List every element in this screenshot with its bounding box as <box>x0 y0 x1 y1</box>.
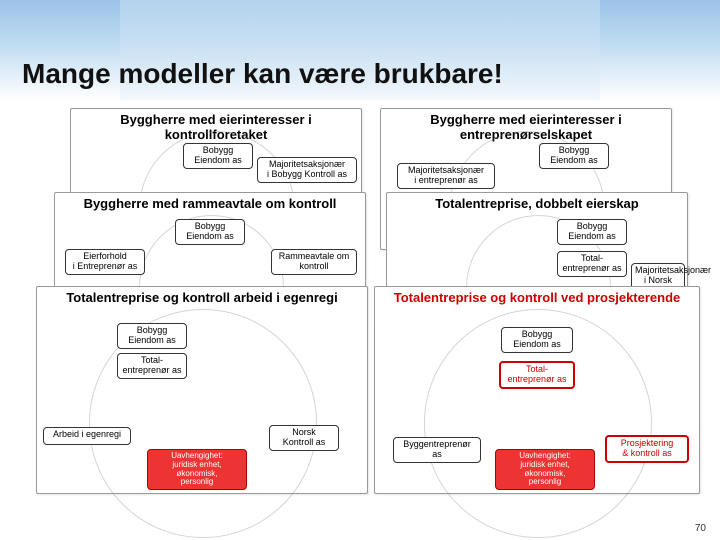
diagram-panel-p6: Totalentreprise og kontroll ved prosjekt… <box>374 286 700 494</box>
diagram-node: BobyggEiendom as <box>539 143 609 169</box>
diagram-node: Rammeavtale omkontroll <box>271 249 357 275</box>
diagram-node: Uavhengighet:juridisk enhet,økonomisk,pe… <box>147 449 247 490</box>
diagram-node: Byggentreprenøras <box>393 437 481 463</box>
header-stripe <box>540 0 600 100</box>
panel-title: Byggherre med rammeavtale om kontroll <box>55 193 365 214</box>
diagram-node: BobyggEiendom as <box>557 219 627 245</box>
page-title: Mange modeller kan være brukbare! <box>22 58 503 90</box>
diagram-panel-p5: Totalentreprise og kontroll arbeid i ege… <box>36 286 368 494</box>
diagram-node: NorskKontroll as <box>269 425 339 451</box>
diagram-node: Prosjektering& kontroll as <box>605 435 689 463</box>
page-number: 70 <box>695 523 706 534</box>
diagram-node: Eierforholdi Entreprenør as <box>65 249 145 275</box>
diagram-node: BobyggEiendom as <box>175 219 245 245</box>
diagram-node: Majoritetsaksjonæri entreprenør as <box>397 163 495 189</box>
diagram-node: BobyggEiendom as <box>501 327 573 353</box>
diagram-node: Arbeid i egenregi <box>43 427 131 445</box>
panel-title: Totalentreprise, dobbelt eierskap <box>387 193 687 214</box>
diagram-node: Total-entreprenør as <box>557 251 627 277</box>
diagram-node: Majoritetsaksjonæri Bobygg Kontroll as <box>257 157 357 183</box>
diagram-node: Total-entreprenør as <box>499 361 575 389</box>
panel-title: Totalentreprise og kontroll arbeid i ege… <box>37 287 367 308</box>
panel-title: Totalentreprise og kontroll ved prosjekt… <box>375 287 699 308</box>
diagram-node: BobyggEiendom as <box>117 323 187 349</box>
diagram-node: BobyggEiendom as <box>183 143 253 169</box>
diagram-node: Uavhengighet:juridisk enhet,økonomisk,pe… <box>495 449 595 490</box>
diagram-node: Total-entreprenør as <box>117 353 187 379</box>
